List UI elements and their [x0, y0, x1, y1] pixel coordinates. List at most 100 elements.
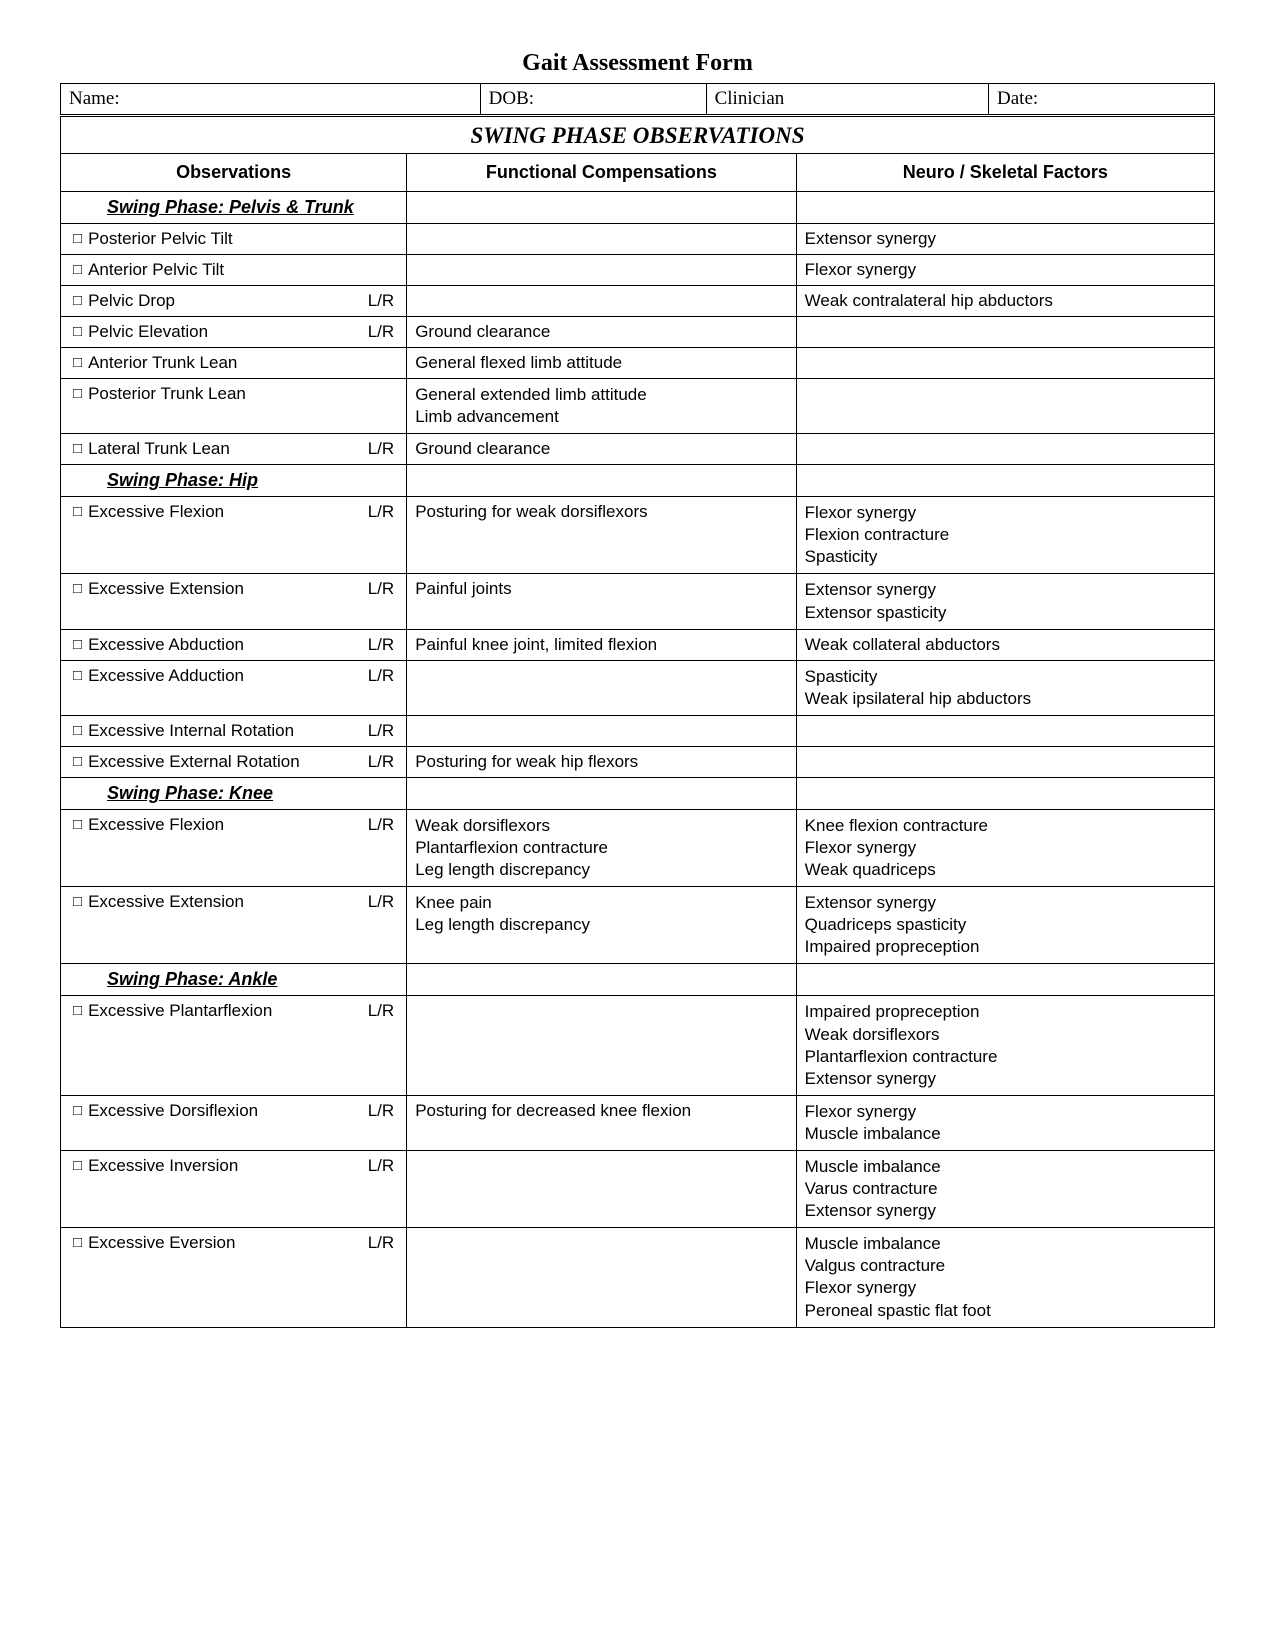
neuro-cell: Weak contralateral hip abductors [796, 286, 1214, 317]
subhead-pelvis-trunk: Swing Phase: Pelvis & Trunk [61, 192, 407, 224]
column-header-neuro: Neuro / Skeletal Factors [796, 154, 1214, 192]
checkbox-icon[interactable]: □ [73, 1002, 82, 1019]
table-row: □Excessive DorsiflexionL/R Posturing for… [61, 1095, 1215, 1150]
lr-marker: L/R [368, 579, 394, 599]
table-row: □Excessive EversionL/R Muscle imbalanceV… [61, 1228, 1215, 1327]
table-row: □Excessive External RotationL/R Posturin… [61, 746, 1215, 777]
table-row: □ Excessive Flexion L/R Posturing for weak… [61, 497, 1215, 574]
checkbox-icon[interactable]: □ [73, 893, 82, 910]
neuro-cell [796, 715, 1214, 746]
table-row: □ Pelvic Drop L/R Weak contralateral hip a… [61, 286, 1215, 317]
lr-marker: L/R [368, 815, 394, 835]
neuro-cell [796, 317, 1214, 348]
neuro-cell: Extensor synergyExtensor spasticity [796, 574, 1214, 629]
functional-cell [407, 1228, 796, 1327]
table-row: □Anterior Trunk Lean General flexed limb… [61, 348, 1215, 379]
column-header-observations: Observations [61, 154, 407, 192]
subhead-hip: Swing Phase: Hip [61, 465, 407, 497]
checkbox-icon[interactable]: □ [73, 1234, 82, 1251]
observation-label: Excessive Internal Rotation [88, 721, 294, 740]
table-row: □ Anterior Pelvic Tilt Flexor synergy [61, 255, 1215, 286]
observation-label: Posterior Trunk Lean [88, 384, 246, 403]
checkbox-icon[interactable]: □ [73, 292, 82, 309]
clinician-label: Clinician [706, 84, 988, 115]
table-row: □Excessive ExtensionL/R Knee painLeg len… [61, 887, 1215, 964]
functional-cell: General extended limb attitudeLimb advan… [407, 379, 796, 434]
neuro-cell: SpasticityWeak ipsilateral hip abductors [796, 660, 1214, 715]
checkbox-icon[interactable]: □ [73, 354, 82, 371]
table-row: □Pelvic ElevationL/R Ground clearance [61, 317, 1215, 348]
section-title: SWING PHASE OBSERVATIONS [61, 116, 1215, 154]
neuro-cell [796, 348, 1214, 379]
neuro-cell: Knee flexion contractureFlexor synergyWe… [796, 809, 1214, 886]
table-row: □Excessive FlexionL/R Weak dorsiflexorsP… [61, 809, 1215, 886]
neuro-cell: Flexor synergyFlexion contractureSpastic… [796, 497, 1214, 574]
observation-label: Excessive Adduction [88, 666, 244, 685]
functional-cell: Ground clearance [407, 434, 796, 465]
observation-label: Excessive Extension [88, 579, 244, 598]
functional-cell [407, 224, 796, 255]
functional-cell [407, 255, 796, 286]
neuro-cell [796, 379, 1214, 434]
lr-marker: L/R [368, 291, 394, 311]
date-label: Date: [989, 84, 1215, 115]
checkbox-icon[interactable]: □ [73, 1102, 82, 1119]
checkbox-icon[interactable]: □ [73, 636, 82, 653]
checkbox-icon[interactable]: □ [73, 261, 82, 278]
functional-cell: Ground clearance [407, 317, 796, 348]
functional-cell [407, 660, 796, 715]
functional-cell: Posturing for weak dorsiflexors [407, 497, 796, 574]
checkbox-icon[interactable]: □ [73, 323, 82, 340]
observation-label: Pelvic Drop [88, 291, 175, 310]
functional-cell [407, 286, 796, 317]
info-table: Name: DOB: Clinician Date: [60, 83, 1215, 115]
neuro-cell [796, 434, 1214, 465]
table-row: □Excessive ExtensionL/R Painful joints E… [61, 574, 1215, 629]
checkbox-icon[interactable]: □ [73, 753, 82, 770]
neuro-cell: Weak collateral abductors [796, 629, 1214, 660]
checkbox-icon[interactable]: □ [73, 503, 82, 520]
observation-label: Lateral Trunk Lean [88, 439, 230, 458]
neuro-cell: Muscle imbalanceValgus contractureFlexor… [796, 1228, 1214, 1327]
lr-marker: L/R [368, 502, 394, 522]
lr-marker: L/R [368, 1001, 394, 1021]
checkbox-icon[interactable]: □ [73, 722, 82, 739]
observation-label: Posterior Pelvic Tilt [88, 229, 233, 248]
table-row: □Excessive AdductionL/R SpasticityWeak i… [61, 660, 1215, 715]
neuro-cell: Flexor synergy [796, 255, 1214, 286]
functional-cell [407, 1150, 796, 1227]
lr-marker: L/R [368, 1101, 394, 1121]
table-row: □Lateral Trunk LeanL/R Ground clearance [61, 434, 1215, 465]
lr-marker: L/R [368, 322, 394, 342]
checkbox-icon[interactable]: □ [73, 580, 82, 597]
page-title: Gait Assessment Form [60, 50, 1215, 77]
name-label: Name: [61, 84, 481, 115]
observation-label: Excessive Plantarflexion [88, 1001, 272, 1020]
checkbox-icon[interactable]: □ [73, 1157, 82, 1174]
neuro-cell: Muscle imbalanceVarus contractureExtenso… [796, 1150, 1214, 1227]
table-row: □ Excessive Internal Rotation L/R [61, 715, 1215, 746]
observation-label: Anterior Pelvic Tilt [88, 260, 224, 279]
functional-cell [407, 715, 796, 746]
checkbox-icon[interactable]: □ [73, 667, 82, 684]
checkbox-icon[interactable]: □ [73, 816, 82, 833]
neuro-cell: Flexor synergyMuscle imbalance [796, 1095, 1214, 1150]
neuro-cell: Extensor synergy [796, 224, 1214, 255]
table-row: □ Excessive Plantarflexion L/R Impaired pr… [61, 996, 1215, 1095]
observation-label: Excessive Abduction [88, 635, 244, 654]
subhead-knee: Swing Phase: Knee [61, 777, 407, 809]
functional-cell [407, 996, 796, 1095]
neuro-cell: Extensor synergyQuadriceps spasticityImp… [796, 887, 1214, 964]
observation-label: Excessive Flexion [88, 502, 224, 521]
functional-cell: Weak dorsiflexorsPlantarflexion contract… [407, 809, 796, 886]
dob-label: DOB: [480, 84, 706, 115]
lr-marker: L/R [368, 635, 394, 655]
neuro-cell: Impaired propreceptionWeak dorsiflexorsP… [796, 996, 1214, 1095]
checkbox-icon[interactable]: □ [73, 230, 82, 247]
checkbox-icon[interactable]: □ [73, 440, 82, 457]
table-row: □ Posterior Trunk Lean General extended l… [61, 379, 1215, 434]
functional-cell: Posturing for decreased knee flexion [407, 1095, 796, 1150]
checkbox-icon[interactable]: □ [73, 385, 82, 402]
lr-marker: L/R [368, 721, 394, 741]
observation-label: Excessive Extension [88, 892, 244, 911]
